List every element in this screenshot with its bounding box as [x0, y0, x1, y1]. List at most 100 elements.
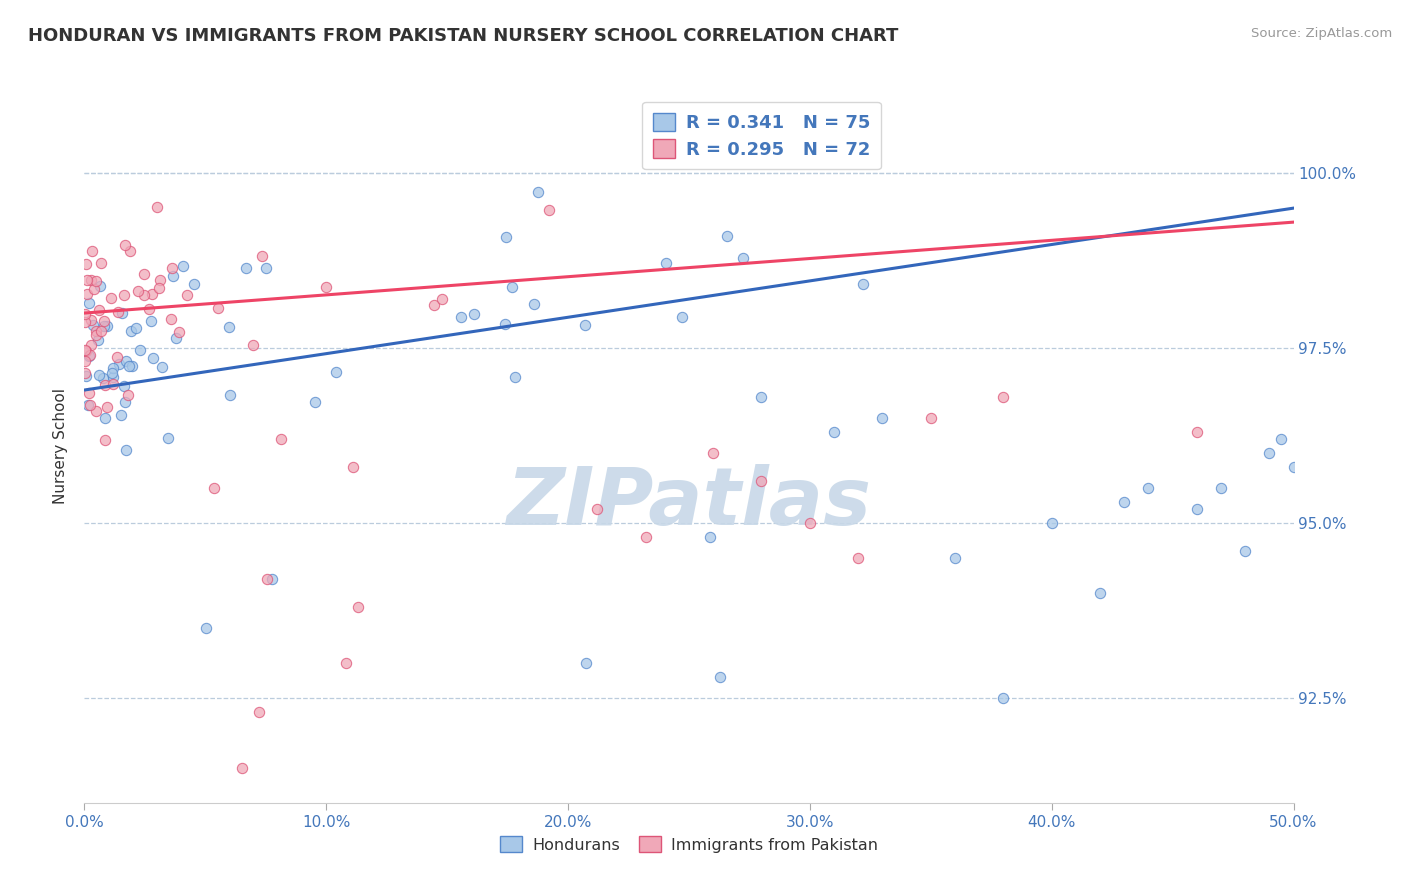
- Point: [162, 268, 184, 283]
- Point: [89, 279, 111, 293]
- Point: [142, 351, 165, 365]
- Point: [256, 572, 278, 586]
- Point: [100, 291, 122, 305]
- Point: [76, 286, 98, 301]
- Point: [103, 376, 125, 391]
- Point: [90, 324, 112, 338]
- Point: [852, 277, 875, 291]
- Point: [73, 315, 96, 329]
- Point: [846, 550, 869, 565]
- Point: [160, 261, 183, 276]
- Point: [1282, 460, 1305, 475]
- Point: [75, 367, 97, 381]
- Point: [231, 761, 253, 775]
- Text: HONDURAN VS IMMIGRANTS FROM PAKISTAN NURSERY SCHOOL CORRELATION CHART: HONDURAN VS IMMIGRANTS FROM PAKISTAN NUR…: [28, 27, 898, 45]
- Point: [1258, 446, 1281, 460]
- Point: [96, 400, 118, 414]
- Point: [112, 379, 135, 393]
- Point: [75, 257, 97, 271]
- Point: [117, 388, 139, 402]
- Point: [993, 690, 1015, 705]
- Point: [101, 366, 124, 380]
- Point: [77, 386, 100, 401]
- Point: [125, 321, 148, 335]
- Point: [80, 273, 103, 287]
- Point: [84, 403, 107, 417]
- Point: [90, 255, 112, 269]
- Point: [120, 244, 142, 258]
- Point: [315, 280, 337, 294]
- Point: [270, 432, 292, 446]
- Point: [79, 398, 101, 412]
- Point: [325, 365, 347, 379]
- Point: [751, 474, 773, 488]
- Point: [242, 338, 264, 352]
- Point: [80, 338, 103, 352]
- Point: [94, 377, 117, 392]
- Point: [87, 333, 110, 347]
- Legend: Hondurans, Immigrants from Pakistan: Hondurans, Immigrants from Pakistan: [494, 830, 884, 859]
- Point: [347, 599, 370, 614]
- Point: [93, 319, 115, 334]
- Point: [699, 530, 721, 544]
- Point: [586, 502, 609, 516]
- Point: [114, 395, 136, 409]
- Point: [148, 280, 170, 294]
- Point: [127, 284, 149, 298]
- Point: [128, 343, 150, 357]
- Point: [150, 360, 173, 375]
- Point: [920, 411, 942, 425]
- Text: Source: ZipAtlas.com: Source: ZipAtlas.com: [1251, 27, 1392, 40]
- Point: [141, 314, 163, 328]
- Point: [799, 516, 821, 530]
- Point: [77, 350, 100, 364]
- Point: [108, 357, 131, 371]
- Point: [75, 343, 97, 357]
- Y-axis label: Nursery School: Nursery School: [53, 388, 69, 504]
- Point: [82, 318, 104, 332]
- Point: [235, 260, 257, 275]
- Point: [495, 230, 517, 244]
- Point: [121, 359, 143, 374]
- Point: [115, 442, 138, 457]
- Point: [176, 288, 198, 302]
- Point: [872, 411, 894, 425]
- Point: [112, 288, 135, 302]
- Point: [118, 359, 141, 373]
- Point: [1234, 544, 1257, 558]
- Point: [731, 251, 754, 265]
- Point: [1088, 586, 1111, 600]
- Point: [146, 201, 169, 215]
- Point: [671, 310, 693, 325]
- Point: [254, 260, 277, 275]
- Point: [87, 368, 110, 382]
- Point: [73, 353, 96, 368]
- Point: [103, 370, 125, 384]
- Point: [247, 705, 270, 719]
- Point: [77, 398, 100, 412]
- Point: [75, 343, 97, 358]
- Point: [87, 303, 110, 318]
- Point: [76, 273, 98, 287]
- Point: [634, 530, 657, 544]
- Point: [702, 446, 724, 460]
- Point: [494, 317, 516, 331]
- Point: [450, 310, 472, 324]
- Point: [993, 390, 1015, 404]
- Point: [463, 307, 485, 321]
- Point: [96, 319, 118, 334]
- Point: [423, 298, 446, 312]
- Point: [207, 301, 229, 315]
- Point: [1137, 481, 1160, 495]
- Point: [1209, 481, 1232, 495]
- Point: [503, 369, 526, 384]
- Point: [107, 305, 129, 319]
- Point: [167, 326, 190, 340]
- Point: [716, 228, 738, 243]
- Point: [84, 274, 107, 288]
- Point: [134, 267, 156, 281]
- Point: [1270, 432, 1292, 446]
- Point: [218, 319, 240, 334]
- Point: [84, 328, 107, 343]
- Point: [110, 408, 132, 422]
